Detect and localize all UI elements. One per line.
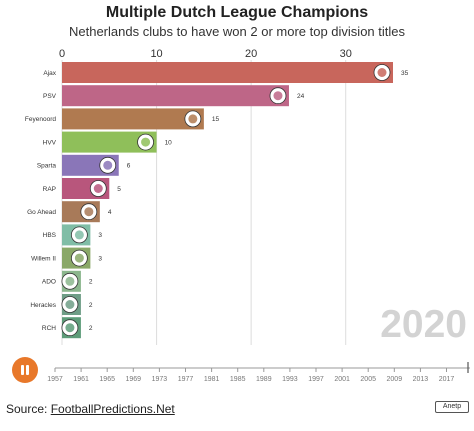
category-label: Go Ahead <box>27 209 56 216</box>
x-tick-label: 20 <box>245 48 257 60</box>
x-tick-label: 0 <box>59 48 65 60</box>
category-label: Ajax <box>43 70 56 77</box>
value-label: 3 <box>98 232 102 239</box>
bar-hvv <box>62 131 157 153</box>
pause-button[interactable] <box>12 357 38 383</box>
club-crest-inner-icon <box>65 323 75 333</box>
timeline-year-label: 1997 <box>308 376 324 383</box>
value-label: 24 <box>297 93 305 100</box>
club-crest-inner-icon <box>74 253 84 263</box>
source-prefix: Source: <box>6 402 51 416</box>
timeline-year-label: 1973 <box>152 376 168 383</box>
club-crest-inner-icon <box>65 276 75 286</box>
timeline-year-label: 1977 <box>178 376 194 383</box>
category-label: ADO <box>42 279 56 286</box>
category-label: PSV <box>43 93 57 100</box>
category-label: Willem II <box>31 255 56 262</box>
x-tick-label: 30 <box>340 48 352 60</box>
current-year-label: 2020 <box>380 303 467 346</box>
timeline-year-label: 1961 <box>73 376 89 383</box>
bar-psv <box>62 85 289 107</box>
value-label: 3 <box>98 255 102 262</box>
category-label: HVV <box>43 139 57 146</box>
category-label: Sparta <box>37 163 57 170</box>
timeline-year-label: 1989 <box>256 376 272 383</box>
category-label: Heracles <box>30 302 56 309</box>
club-crest-inner-icon <box>65 300 75 309</box>
pause-icon <box>21 365 24 375</box>
club-crest-inner-icon <box>93 184 103 193</box>
timeline-year-label: 2009 <box>387 376 403 383</box>
value-label: 15 <box>212 116 220 123</box>
timeline-year-label: 2017 <box>439 376 455 383</box>
timeline-year-label: 2001 <box>334 376 350 383</box>
source-note: Source: FootballPredictions.Net <box>6 402 175 416</box>
category-label: Feyenoord <box>25 116 56 123</box>
timeline-year-label: 1993 <box>282 376 298 383</box>
value-label: 35 <box>401 70 409 77</box>
timeline-year-label: 2005 <box>360 376 376 383</box>
timeline-year-label: 1957 <box>47 376 63 383</box>
value-label: 2 <box>89 302 93 309</box>
chart-subtitle: Netherlands clubs to have won 2 or more … <box>68 24 405 39</box>
value-label: 2 <box>89 279 93 286</box>
source-link[interactable]: FootballPredictions.Net <box>50 402 175 416</box>
timeline-year-label: 1969 <box>126 376 142 383</box>
club-crest-inner-icon <box>74 230 84 240</box>
category-label: HBS <box>43 232 57 239</box>
bar-ajax <box>62 62 393 83</box>
timeline-year-label: 1981 <box>204 376 220 383</box>
category-label: RCH <box>42 325 56 332</box>
club-crest-inner-icon <box>103 160 113 170</box>
bar-feyenoord <box>62 108 204 130</box>
club-crest-inner-icon <box>188 114 198 124</box>
timeline-year-label: 1965 <box>99 376 115 383</box>
chart-title: Multiple Dutch League Champions <box>105 4 369 21</box>
club-crest-inner-icon <box>377 68 387 77</box>
value-label: 6 <box>127 163 131 170</box>
pause-icon-bar <box>26 365 29 375</box>
value-label: 5 <box>117 186 121 193</box>
timeline-year-label: 2013 <box>413 376 429 383</box>
timeline-year-label: 1985 <box>230 376 246 383</box>
value-label: 2 <box>89 325 93 332</box>
club-crest-inner-icon <box>273 91 283 101</box>
value-label: 4 <box>108 209 112 216</box>
flourish-logo[interactable]: Anetp <box>435 401 469 413</box>
x-tick-label: 10 <box>150 48 162 60</box>
value-label: 10 <box>165 139 173 146</box>
club-crest-inner-icon <box>141 137 151 147</box>
category-label: RAP <box>43 186 56 193</box>
club-crest-inner-icon <box>84 207 94 217</box>
